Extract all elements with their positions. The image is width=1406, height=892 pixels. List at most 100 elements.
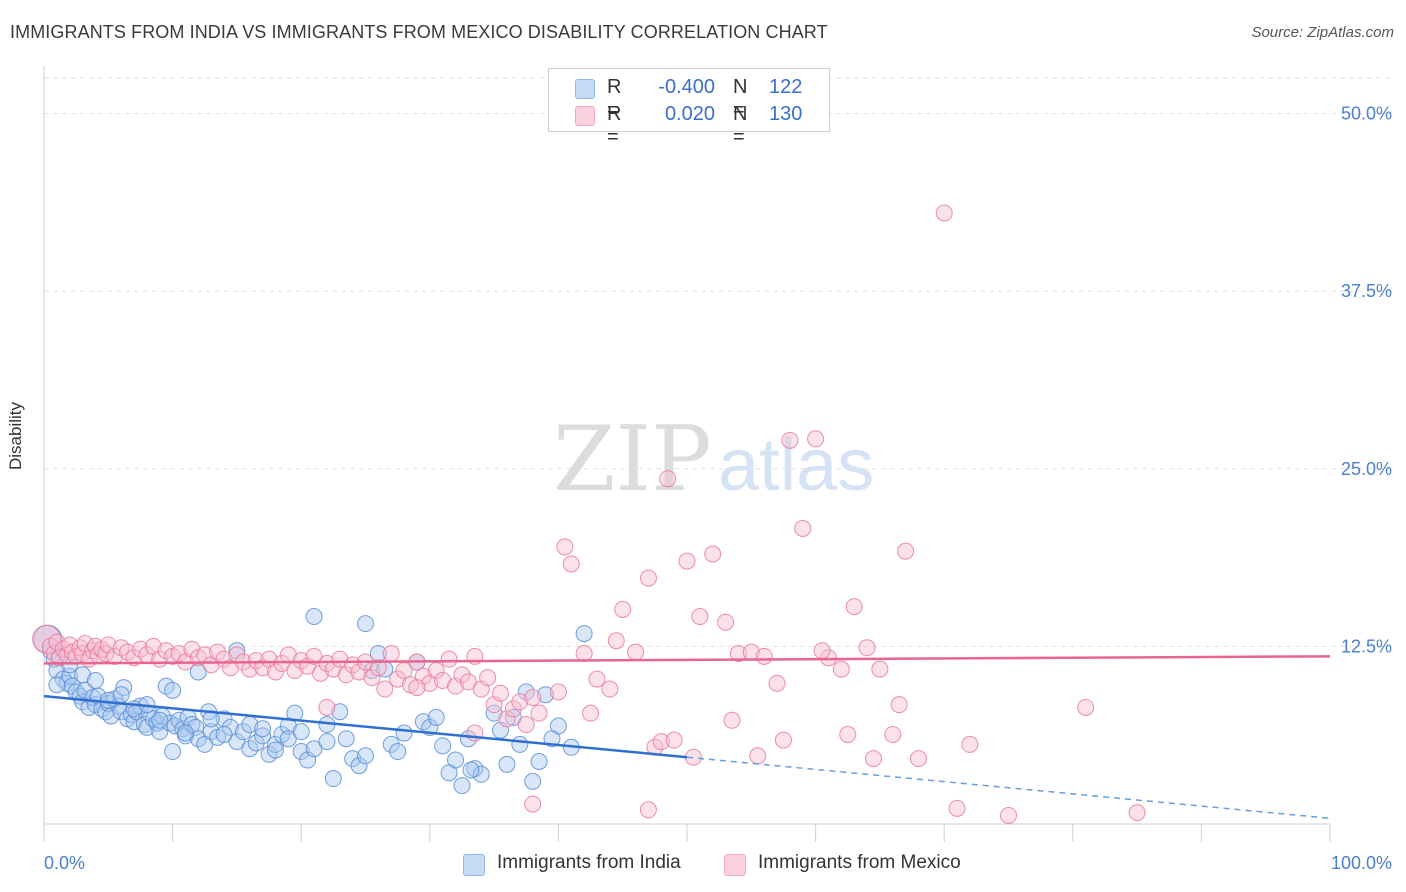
mexico-point-108	[807, 430, 825, 448]
mexico-point-124	[524, 795, 542, 813]
mexico-point-138	[318, 698, 336, 716]
india-point-76	[382, 735, 400, 753]
mexico-point-93	[627, 643, 645, 661]
legend-r-label: R =	[607, 76, 622, 121]
mexico-point-32	[183, 640, 201, 658]
x-tick-label-max: 100.0%	[1331, 853, 1392, 873]
mexico-point-55	[331, 650, 349, 668]
india-point-89	[511, 735, 529, 753]
mexico-point-118	[935, 204, 953, 222]
y-tick-labels: 12.5% 25.0% 37.5% 50.0%	[1341, 104, 1392, 657]
india-point-108	[215, 725, 233, 743]
mexico-point-91	[601, 680, 619, 698]
india-point-11	[74, 693, 92, 711]
india-point-60	[266, 735, 284, 753]
legend-n-label: N =	[733, 103, 748, 148]
mexico-point-84	[517, 716, 535, 734]
india-point-120	[427, 708, 445, 726]
mexico-point-36	[209, 643, 227, 661]
mexico-point-75	[459, 673, 477, 691]
india-point-30	[135, 716, 153, 734]
mexico-point-137	[890, 696, 908, 714]
india-point-100	[112, 686, 130, 704]
india-point-58	[254, 727, 272, 745]
legend-r-label: R =	[607, 103, 622, 148]
x-tick-labels: 0.0% 100.0%	[44, 853, 1392, 873]
mexico-point-81	[498, 710, 516, 728]
mexico-point-89	[575, 644, 593, 662]
bottom-legend-swatch-mexico	[724, 854, 746, 876]
india-point-114	[292, 723, 310, 741]
india-point-127	[543, 730, 561, 748]
india-point-47	[189, 730, 207, 748]
mexico-point-94	[639, 569, 657, 587]
india-point-55	[234, 723, 252, 741]
mexico-point-109	[794, 519, 812, 537]
mexico-point-87	[556, 538, 574, 556]
mexico-point-72	[440, 650, 458, 668]
grid-lines	[44, 77, 1392, 647]
india-point-88	[498, 755, 516, 773]
mexico-point-80	[492, 684, 510, 702]
india-point-117	[357, 615, 374, 633]
mexico-point-42	[247, 652, 265, 670]
india-point-81	[434, 737, 452, 755]
correlation-legend: R = -0.400 N = 122 R = 0.020 N = 130	[548, 68, 830, 148]
mexico-point-63	[382, 644, 400, 662]
mexico-point-112	[845, 598, 863, 616]
mexico-point-132	[749, 747, 767, 765]
mexico-point-28	[157, 642, 175, 660]
india-point-106	[189, 663, 207, 681]
india-point-96	[61, 656, 79, 674]
mexico-point-122	[1077, 698, 1095, 716]
mexico-point-114	[871, 660, 889, 678]
mexico-point-22	[119, 643, 137, 661]
india-point-71	[344, 750, 362, 768]
legend-n-label: N =	[733, 76, 748, 121]
axes	[43, 66, 1331, 842]
mexico-point-123	[1128, 804, 1146, 822]
y-tick-label: 25.0%	[1341, 459, 1392, 479]
india-point-97	[74, 666, 92, 684]
mexico-point-101	[704, 545, 722, 563]
india-point-121	[440, 764, 458, 782]
mexico-point-45	[266, 663, 284, 681]
y-tick-label: 50.0%	[1341, 104, 1392, 124]
mexico-point-131	[723, 711, 741, 729]
mexico-point-52	[311, 664, 329, 682]
mexico-point-86	[530, 704, 548, 722]
mexico-point-60	[363, 669, 381, 687]
india-point-94	[575, 625, 593, 643]
mexico-point-83	[511, 693, 529, 711]
mexico-point-119	[948, 799, 966, 817]
india-point-95	[48, 676, 66, 694]
bottom-legend-label-mexico: Immigrants from Mexico	[758, 852, 961, 873]
india-point-113	[279, 730, 297, 748]
mexico-point-115	[884, 725, 902, 743]
mexico-point-113	[858, 639, 876, 657]
mexico-point-43	[254, 659, 272, 677]
india-point-104	[164, 681, 182, 699]
mexico-point-51	[305, 647, 323, 665]
mexico-point-117	[909, 750, 927, 768]
x-tick-label-min: 0.0%	[44, 853, 85, 873]
mexico-point-92	[614, 600, 632, 618]
mexico-point-61	[369, 659, 387, 677]
mexico-point-116	[897, 542, 915, 560]
mexico-point-133	[774, 731, 792, 749]
mexico-point-129	[607, 632, 625, 650]
india-point-50	[202, 723, 220, 741]
india-point-125	[517, 683, 535, 701]
legend-r-value: -0.400	[658, 76, 715, 98]
india-point-122	[462, 761, 480, 779]
mexico-trend-line	[43, 655, 1331, 665]
india-point-77	[395, 724, 413, 742]
mexico-point-56	[337, 666, 355, 684]
india-point-27	[125, 713, 143, 731]
mexico-point-103	[729, 644, 747, 662]
india-point-98	[86, 671, 104, 689]
mexico-point-90	[588, 670, 606, 688]
mexico-point-99	[678, 552, 696, 570]
mexico-point-139	[408, 679, 426, 697]
india-trend-line	[43, 694, 688, 759]
